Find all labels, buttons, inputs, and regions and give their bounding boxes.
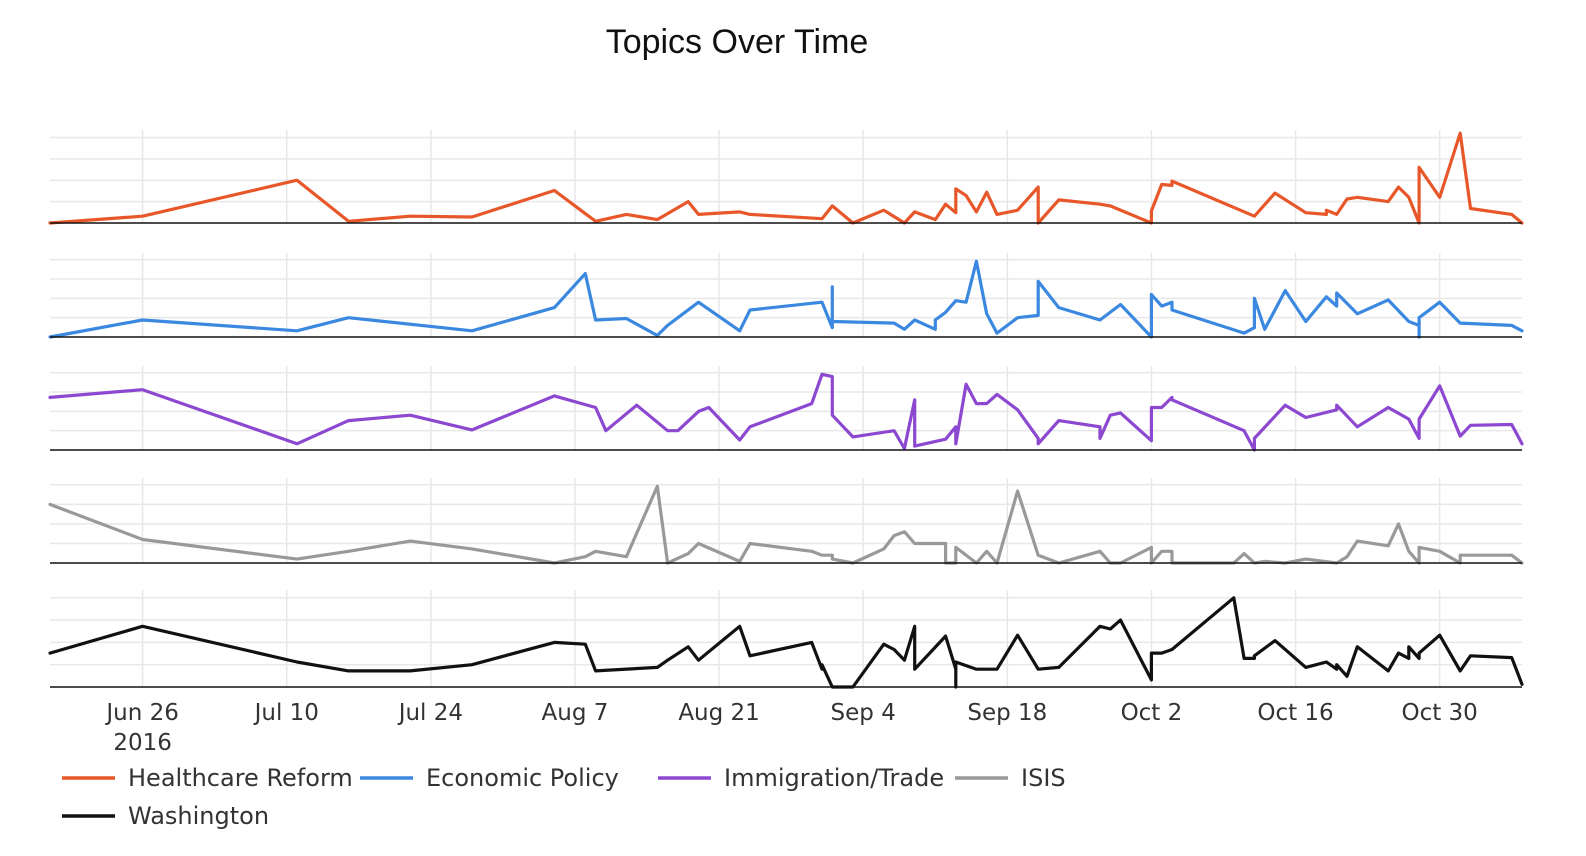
series-line-healthcare-reform: [48, 131, 1524, 225]
legend-label: Economic Policy: [426, 764, 619, 792]
panel-washington: [48, 590, 1524, 689]
x-tick-label: Jul 24: [397, 700, 463, 726]
series-line-economic-policy: [48, 259, 1524, 339]
legend-item-isis[interactable]: ISIS: [955, 764, 1066, 792]
panel-healthcare-reform: [48, 130, 1524, 225]
legend-label: Immigration/Trade: [724, 764, 944, 792]
x-tick-sublabel: 2016: [113, 730, 172, 756]
legend-label: Washington: [128, 802, 269, 830]
x-tick-label: Jun 26: [104, 700, 179, 726]
x-tick-label: Oct 30: [1401, 700, 1477, 726]
panel-immigration-trade: [48, 366, 1524, 452]
x-tick-label: Aug 7: [542, 700, 609, 726]
x-axis: Jun 26 2016 Jul 10 Jul 24 Aug 7 Aug 21 Sep 4 Se…: [104, 700, 1477, 756]
x-tick-label: Sep 18: [967, 700, 1047, 726]
legend-item-healthcare-reform[interactable]: Healthcare Reform: [62, 764, 353, 792]
chart-panels: [48, 130, 1524, 689]
x-tick-label: Oct 16: [1257, 700, 1333, 726]
series-line-isis: [48, 484, 1524, 565]
legend: Healthcare Reform Economic Policy Immigrat…: [62, 764, 1066, 830]
legend-label: Healthcare Reform: [128, 764, 353, 792]
x-tick-label: Sep 4: [831, 700, 896, 726]
legend-item-immigration-trade[interactable]: Immigration/Trade: [658, 764, 944, 792]
series-line-washington: [48, 596, 1524, 689]
panel-economic-policy: [48, 253, 1524, 339]
chart-title: Topics Over Time: [606, 23, 869, 61]
x-tick-label: Jul 10: [253, 700, 319, 726]
series-line-immigration-trade: [48, 372, 1524, 452]
legend-item-washington[interactable]: Washington: [62, 802, 269, 830]
x-tick-label: Oct 2: [1121, 700, 1183, 726]
panel-isis: [48, 478, 1524, 565]
legend-label: ISIS: [1021, 764, 1066, 792]
x-tick-label: Aug 21: [678, 700, 760, 726]
legend-item-economic-policy[interactable]: Economic Policy: [360, 764, 619, 792]
